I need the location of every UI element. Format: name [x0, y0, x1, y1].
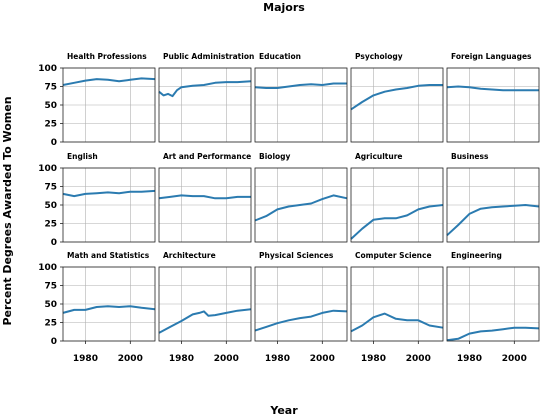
- panel-title: Architecture: [163, 251, 216, 260]
- series-line: [254, 194, 348, 222]
- y-tick-label: 0: [51, 138, 57, 148]
- panel-title: Art and Performance: [163, 152, 251, 161]
- panel-frame: [158, 67, 252, 143]
- series-line: [254, 309, 348, 332]
- x-axis-label: Year: [269, 404, 298, 417]
- y-tick-label: 50: [44, 300, 57, 310]
- y-tick-label: 25: [44, 319, 57, 329]
- x-tick-label: 2000: [118, 354, 143, 364]
- panel-frame: [158, 266, 252, 342]
- panel: Business: [446, 152, 540, 243]
- x-tick-label: 1980: [361, 354, 386, 364]
- y-tick-label: 75: [44, 83, 57, 93]
- y-tick-label: 0: [51, 238, 57, 248]
- series-line: [446, 85, 539, 92]
- y-tick-label: 100: [38, 263, 57, 273]
- panel: Engineering 1980 2000: [446, 251, 540, 364]
- panel: Agriculture: [350, 152, 444, 243]
- panel: Math and Statistics 0 25 50 75 100 1980 2000: [38, 251, 156, 364]
- panel-frame: [254, 266, 348, 342]
- y-tick-label: 50: [44, 201, 57, 211]
- x-tick-label: 1980: [73, 354, 98, 364]
- series-line: [254, 82, 347, 89]
- x-tick-label: 2000: [406, 354, 431, 364]
- panel-title: Education: [259, 52, 301, 61]
- series-line: [446, 326, 540, 342]
- panel: Art and Performance: [158, 152, 252, 243]
- series-line: [158, 308, 252, 334]
- figure-title: Majors: [263, 1, 305, 14]
- panel-frame: [254, 167, 348, 243]
- panel: English 0 25 50 75 100: [38, 152, 156, 248]
- panel-title: Math and Statistics: [67, 251, 150, 260]
- panel-frame: [350, 266, 444, 342]
- y-tick-label: 75: [44, 282, 57, 292]
- panel-frame: [350, 167, 444, 243]
- y-tick-label: 100: [38, 64, 57, 74]
- panel-title: Public Administration: [163, 52, 254, 61]
- panel: Public Administration: [158, 52, 254, 143]
- y-axis-label: Percent Degrees Awarded To Women: [1, 96, 14, 325]
- panel-title: Biology: [259, 152, 291, 161]
- panel-title: English: [67, 152, 98, 161]
- x-tick-label: 2000: [502, 354, 527, 364]
- x-tick-label: 1980: [457, 354, 482, 364]
- series-line: [62, 189, 156, 198]
- panel: Physical Sciences 1980 2000: [254, 251, 348, 364]
- series-line: [62, 77, 156, 86]
- panel: Health Professions 0 25 50 75 100: [38, 52, 156, 148]
- x-tick-label: 2000: [310, 354, 335, 364]
- panel-frame: [158, 167, 252, 243]
- panel-title: Computer Science: [355, 251, 432, 260]
- panel-title: Physical Sciences: [259, 251, 334, 260]
- x-tick-label: 1980: [265, 354, 290, 364]
- y-tick-label: 25: [44, 220, 57, 230]
- panel: Foreign Languages: [446, 52, 540, 143]
- panel-title: Business: [451, 152, 489, 161]
- panel-title: Health Professions: [67, 52, 147, 61]
- panel-frame: [446, 266, 540, 342]
- panel-frame: [446, 167, 540, 243]
- series-line: [350, 84, 443, 111]
- y-tick-label: 50: [44, 101, 57, 111]
- panel: Education: [254, 52, 348, 143]
- panel: Computer Science 1980 2000: [350, 251, 444, 364]
- series-line: [158, 80, 252, 98]
- panel: Psychology: [350, 52, 444, 143]
- y-tick-label: 0: [51, 337, 57, 347]
- y-tick-label: 100: [38, 164, 57, 174]
- series-line: [446, 204, 540, 237]
- panel-frame: [350, 67, 444, 143]
- panel: Architecture 1980 2000: [158, 251, 252, 364]
- y-tick-label: 75: [44, 183, 57, 193]
- series-line: [350, 204, 444, 240]
- panel-title: Agriculture: [355, 152, 403, 161]
- series-line: [350, 312, 444, 333]
- panel-grid: Health Professions 0 25 50 75 100 Public Admin…: [38, 52, 540, 364]
- panel-title: Engineering: [451, 251, 502, 260]
- x-tick-label: 2000: [214, 354, 239, 364]
- panel-title: Psychology: [355, 52, 403, 61]
- panel-frame: [446, 67, 540, 143]
- panel: Biology: [254, 152, 348, 243]
- x-tick-label: 1980: [169, 354, 194, 364]
- y-tick-label: 25: [44, 120, 57, 130]
- panel-frame: [254, 67, 348, 143]
- series-line: [62, 305, 156, 314]
- panel-title: Foreign Languages: [451, 52, 532, 61]
- series-line: [158, 194, 251, 200]
